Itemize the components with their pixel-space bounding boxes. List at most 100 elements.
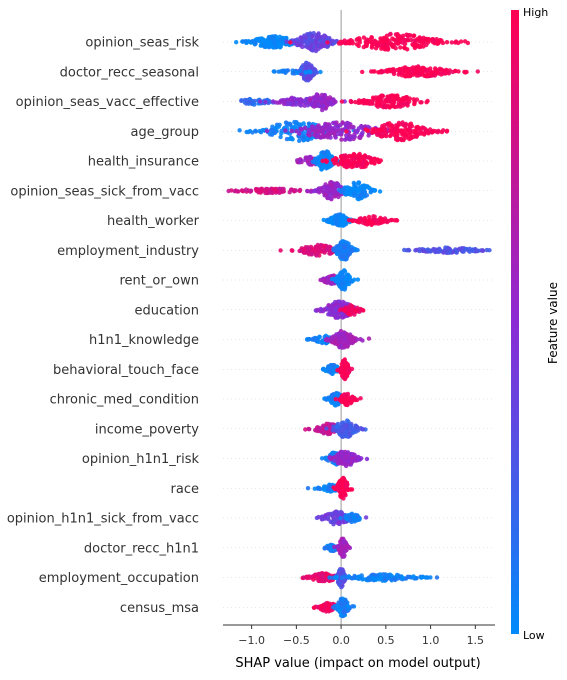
shap-point — [345, 368, 351, 374]
shap-point — [328, 216, 334, 222]
shap-point — [293, 188, 299, 193]
shap-point — [277, 100, 283, 105]
shap-point — [362, 186, 367, 191]
shap-point — [339, 601, 344, 606]
shap-point — [316, 103, 321, 108]
shap-point — [410, 65, 416, 70]
shap-point — [325, 195, 331, 201]
shap-point — [250, 39, 255, 44]
shap-point — [308, 189, 314, 194]
shap-point — [340, 299, 346, 305]
shap-point — [319, 92, 325, 98]
shap-point — [358, 216, 364, 221]
shap-point — [303, 64, 308, 70]
shap-point — [342, 608, 347, 614]
shap-point — [305, 188, 310, 194]
shap-point — [317, 486, 322, 491]
shap-point — [333, 216, 338, 221]
shap-point — [334, 305, 340, 310]
shap-point — [345, 249, 350, 255]
shap-point — [348, 38, 353, 43]
shap-point — [336, 570, 342, 575]
shap-point — [376, 158, 381, 163]
shap-point — [234, 40, 239, 45]
shap-point — [297, 158, 303, 163]
shap-point — [334, 332, 339, 337]
shap-point — [349, 424, 354, 430]
shap-point — [337, 299, 342, 304]
shap-point — [400, 575, 405, 580]
shap-point — [307, 336, 312, 342]
shap-point — [338, 596, 344, 602]
shap-point — [336, 212, 341, 217]
shap-point — [368, 219, 373, 224]
shap-point — [322, 546, 327, 551]
shap-point — [417, 127, 422, 132]
shap-point — [454, 249, 459, 254]
shap-point — [306, 121, 312, 127]
shap-point — [360, 69, 365, 75]
shap-point — [392, 218, 397, 223]
shap-point — [420, 65, 425, 71]
shap-point — [330, 369, 336, 374]
shap-point — [383, 105, 389, 110]
shap-point — [402, 122, 407, 128]
feature-label: age_group — [131, 125, 199, 140]
shap-point — [321, 366, 326, 371]
shap-point — [321, 39, 326, 44]
shap-point — [296, 131, 302, 136]
shap-point — [434, 70, 440, 75]
feature-label: rent_or_own — [119, 274, 199, 289]
shap-point — [295, 70, 300, 76]
shap-point — [271, 45, 276, 50]
shap-point — [314, 92, 319, 97]
shap-point — [341, 554, 347, 559]
feature-label: health_insurance — [88, 155, 199, 170]
shap-point — [379, 575, 384, 580]
shap-point — [425, 98, 430, 104]
shap-point — [339, 99, 345, 104]
shap-point — [360, 220, 366, 225]
shap-point — [413, 128, 419, 134]
shap-point — [327, 95, 333, 100]
shap-point — [284, 39, 289, 44]
shap-point — [344, 129, 349, 134]
shap-point — [441, 128, 446, 133]
shap-point — [327, 35, 332, 41]
shap-point — [319, 128, 324, 133]
shap-point — [355, 277, 361, 282]
shap-point — [278, 134, 283, 140]
shap-point — [370, 101, 375, 106]
shap-point — [342, 155, 347, 161]
shap-point — [341, 360, 346, 365]
shap-point — [321, 103, 326, 109]
shap-point — [353, 218, 359, 224]
shap-point — [414, 247, 419, 253]
x-tick-label: 1.5 — [467, 634, 485, 647]
shap-point — [313, 157, 318, 163]
shap-point — [414, 134, 419, 139]
shap-point — [372, 214, 377, 219]
feature-label: health_worker — [107, 214, 200, 229]
shap-point — [272, 130, 277, 135]
shap-point — [329, 183, 334, 188]
shap-point — [344, 480, 349, 485]
shap-point — [364, 101, 369, 106]
shap-point — [315, 33, 321, 38]
shap-point — [390, 93, 395, 98]
shap-point — [319, 42, 324, 48]
shap-point — [299, 98, 304, 103]
shap-point — [315, 251, 320, 256]
shap-point — [308, 46, 313, 51]
shap-point — [339, 460, 344, 465]
shap-point — [463, 246, 468, 252]
shap-point — [352, 134, 357, 139]
shap-point — [460, 249, 465, 254]
shap-point — [325, 184, 331, 190]
shap-point — [325, 515, 331, 520]
shap-point — [385, 37, 390, 42]
shap-point — [306, 35, 312, 41]
shap-point — [352, 519, 357, 524]
shap-point — [335, 315, 340, 320]
